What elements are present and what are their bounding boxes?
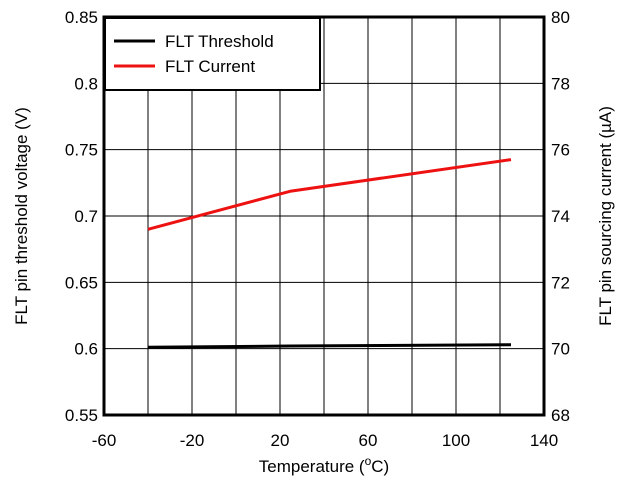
series-line-flt-threshold — [147, 343, 512, 349]
y-right-tick-label: 72 — [551, 273, 570, 292]
legend: FLT Threshold FLT Current — [104, 17, 321, 91]
y-left-axis-label: FLT pin threshold voltage (V) — [12, 107, 31, 325]
x-tick-label: 20 — [271, 431, 290, 450]
y-left-tick-label: 0.7 — [74, 207, 98, 226]
x-tick-label: -20 — [180, 431, 205, 450]
y-left-tick-label: 0.55 — [65, 406, 98, 425]
y-left-tick-labels: 0.55 0.6 0.65 0.7 0.75 0.8 0.85 — [65, 8, 98, 425]
x-tick-label: 60 — [359, 431, 378, 450]
x-axis-label: Temperature (oC) — [259, 454, 389, 476]
x-axis-label-superscript: o — [365, 454, 372, 468]
y-left-tick-label: 0.85 — [65, 8, 98, 27]
y-right-tick-label: 68 — [551, 406, 570, 425]
y-right-tick-labels: 68 70 72 74 76 78 80 — [551, 8, 570, 425]
legend-label: FLT Threshold — [165, 32, 274, 51]
y-left-tick-label: 0.6 — [74, 340, 98, 359]
x-tick-labels: -60 -20 20 60 100 140 — [92, 431, 558, 450]
grid — [104, 17, 544, 415]
legend-box — [104, 17, 321, 91]
y-left-tick-label: 0.8 — [74, 74, 98, 93]
y-right-axis-label: FLT pin sourcing current (µA) — [596, 106, 615, 326]
y-right-tick-label: 80 — [551, 8, 570, 27]
y-right-tick-label: 76 — [551, 141, 570, 160]
x-axis-label-tail: C) — [371, 457, 389, 476]
y-right-tick-label: 70 — [551, 340, 570, 359]
y-left-tick-label: 0.65 — [65, 273, 98, 292]
legend-label: FLT Current — [165, 57, 255, 76]
x-tick-label: -60 — [92, 431, 117, 450]
x-tick-label: 140 — [530, 431, 558, 450]
series-lines — [147, 158, 512, 349]
y-left-tick-label: 0.75 — [65, 141, 98, 160]
x-tick-label: 100 — [442, 431, 470, 450]
series-line-flt-current — [147, 158, 512, 231]
y-right-tick-label: 74 — [551, 207, 570, 226]
x-axis-label-main: Temperature ( — [259, 457, 365, 476]
plot-frame — [102, 15, 546, 417]
y-right-tick-label: 78 — [551, 74, 570, 93]
